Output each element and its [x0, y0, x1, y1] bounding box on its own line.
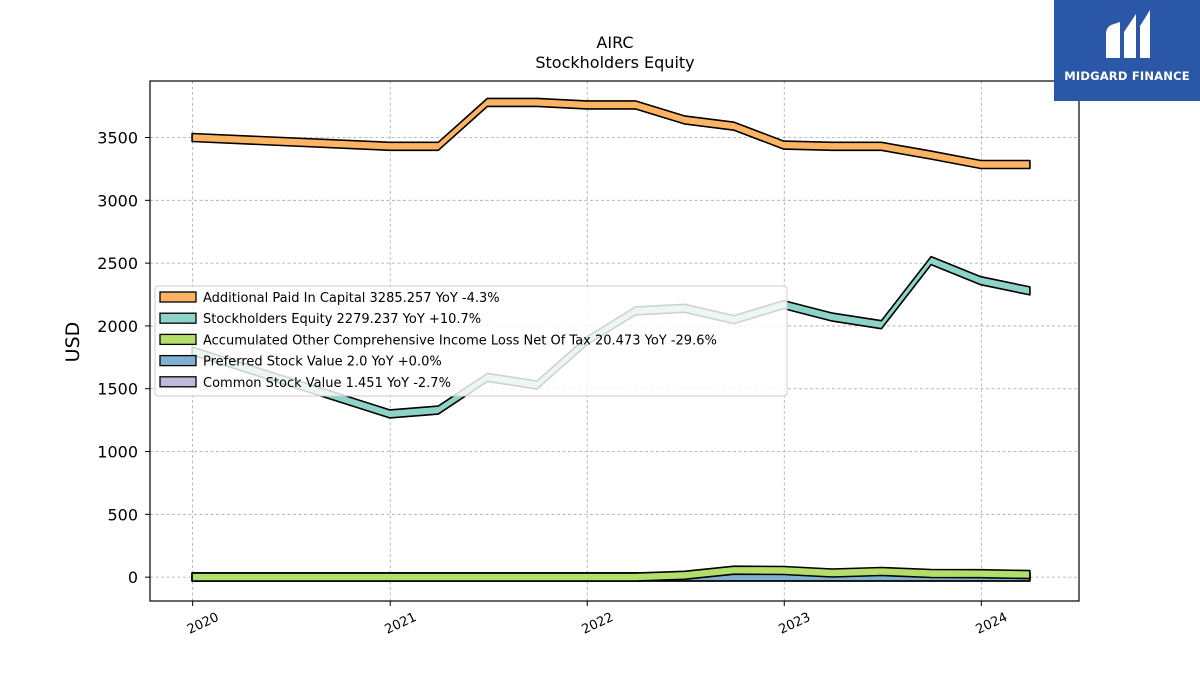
legend-swatch: [159, 291, 197, 303]
series-band: [191, 97, 1031, 170]
plot-frame: [149, 80, 1080, 602]
legend-swatch: [159, 333, 197, 346]
series-band: [191, 565, 1031, 582]
y-tick-label: 2000: [97, 317, 138, 336]
legend-swatch: [159, 354, 197, 367]
x-tick-label: 2024: [974, 610, 1010, 638]
y-tick-label: 1000: [97, 443, 138, 462]
series-2: [191, 565, 1031, 582]
x-tick-label: 2021: [383, 610, 419, 638]
legend-box: [154, 285, 788, 397]
legend-swatch: [159, 376, 197, 388]
legend: Additional Paid In Capital 3285.257 YoY …: [154, 285, 788, 397]
x-tick-label: 2023: [777, 610, 813, 638]
legend-label: Stockholders Equity 2279.237 YoY +10.7%: [203, 312, 481, 327]
y-axis-label: USD: [62, 322, 84, 363]
y-axis: 0 500 1000 1500 2000 2500 3000 3500: [97, 129, 150, 587]
x-axis: 2020 2021 2022 2023 2024: [185, 601, 1010, 638]
y-tick-label: 1500: [97, 380, 138, 399]
legend-label: Preferred Stock Value 2.0 YoY +0.0%: [203, 355, 442, 370]
legend-swatch: [159, 312, 197, 324]
legend-label: Additional Paid In Capital 3285.257 YoY …: [203, 291, 500, 306]
x-tick-label: 2020: [185, 610, 221, 638]
brand-logo: MIDGARD FINANCE: [1054, 0, 1200, 101]
legend-label: Accumulated Other Comprehensive Income L…: [203, 333, 717, 348]
logo-text: MIDGARD FINANCE: [1064, 69, 1190, 83]
y-tick-label: 500: [107, 505, 138, 524]
series-layer: [191, 97, 1031, 582]
y-tick-label: 3000: [97, 191, 138, 210]
x-tick-label: 2022: [580, 610, 616, 638]
y-tick-label: 0: [128, 568, 138, 587]
chart-title: AIRC: [596, 33, 633, 52]
y-tick-label: 2500: [97, 254, 138, 273]
y-tick-label: 3500: [97, 129, 138, 148]
series-0: [191, 97, 1031, 170]
midgard-logo-icon: [1106, 10, 1150, 58]
legend-label: Common Stock Value 1.451 YoY -2.7%: [203, 376, 451, 391]
chart-subtitle: Stockholders Equity: [535, 53, 694, 72]
